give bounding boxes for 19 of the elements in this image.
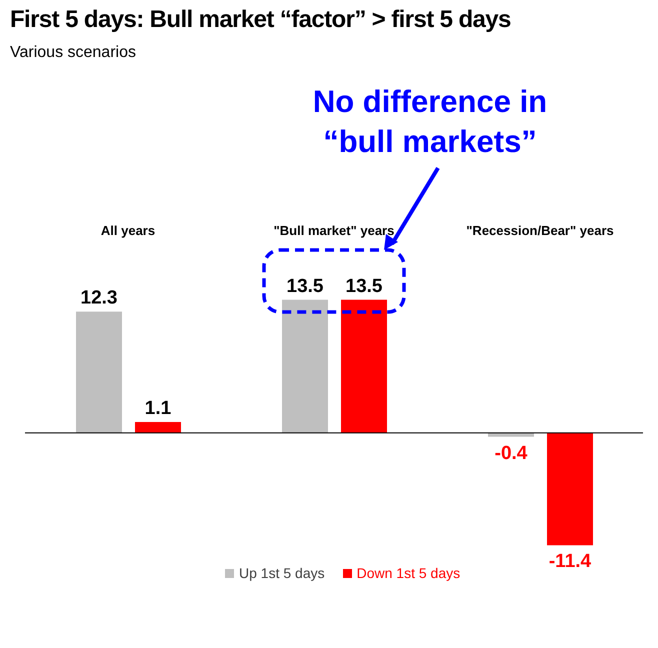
data-label: 1.1 — [144, 398, 172, 420]
data-label: -0.4 — [494, 442, 528, 464]
bar — [76, 312, 122, 433]
legend-label: Down 1st 5 days — [356, 565, 460, 581]
data-label: 13.5 — [286, 276, 324, 297]
text: No difference in “bull markets” — [312, 83, 548, 161]
bar — [341, 300, 387, 433]
bar — [547, 432, 593, 546]
x-tick-label: "Recession/Bear" years — [466, 223, 614, 238]
data-label: 12.3 — [80, 288, 118, 309]
x-tick-label: "Bull market" years — [274, 223, 394, 238]
bar — [282, 300, 328, 433]
chart-title: First 5 days: Bull market “factor” > first 5 days — [10, 6, 511, 34]
data-label: 13.5 — [346, 276, 383, 297]
x-tick-label: All years — [100, 223, 156, 238]
data-label: -11.4 — [548, 551, 592, 572]
chart-subtitle: Various scenarios — [10, 44, 136, 62]
bar — [135, 422, 181, 433]
legend-label: Up 1st 5 days — [238, 565, 325, 581]
